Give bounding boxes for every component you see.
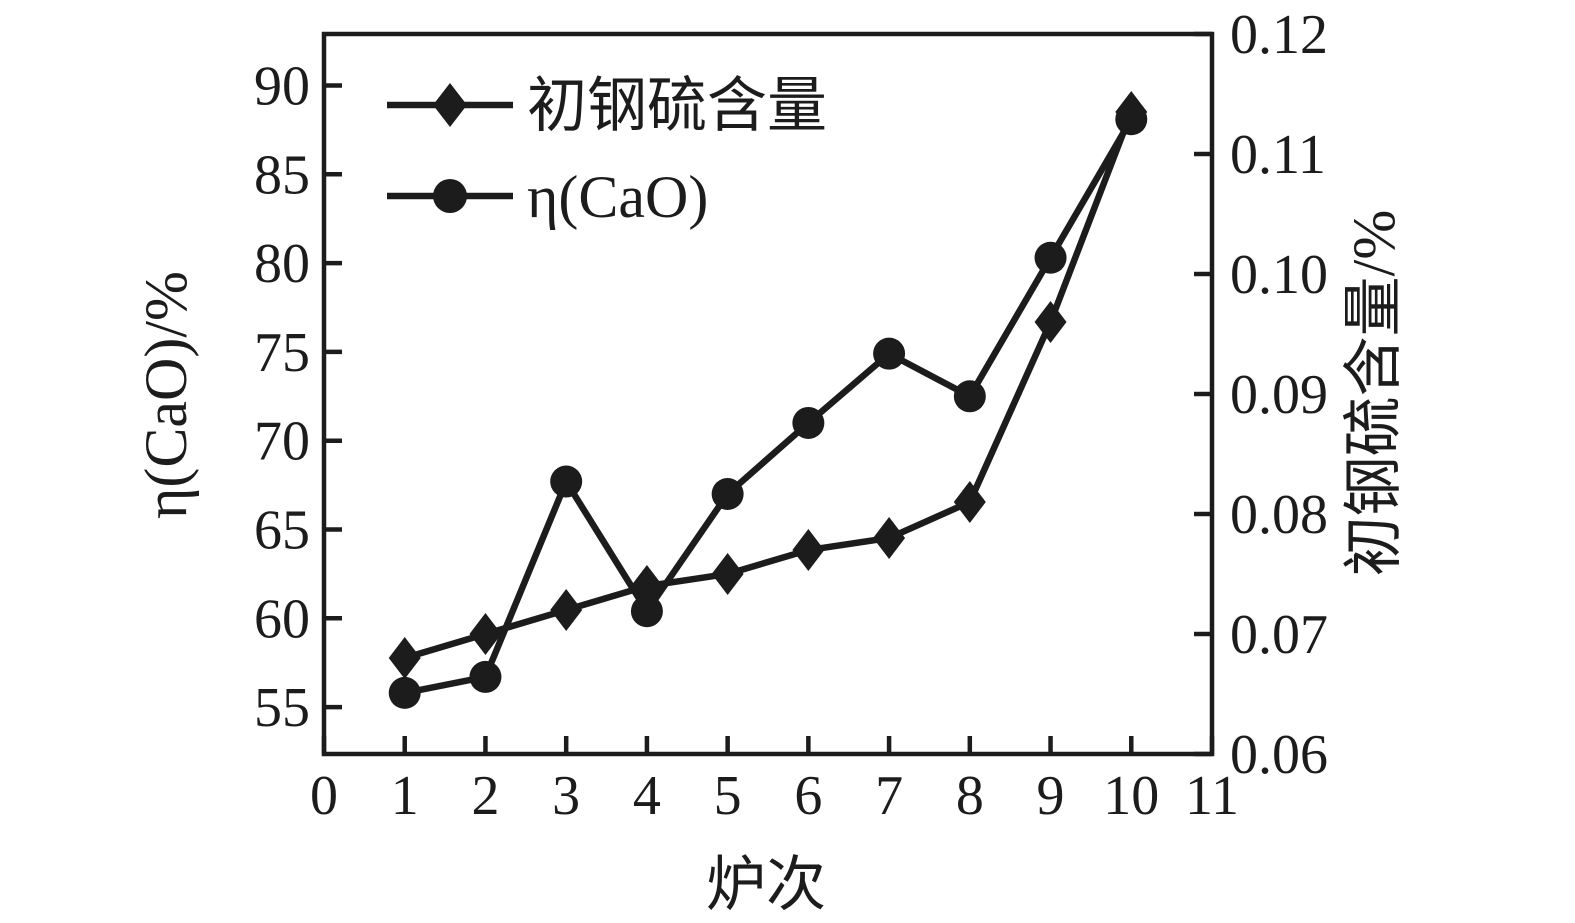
x-tick-label: 2 <box>471 765 499 827</box>
legend-diamond-marker <box>433 83 467 127</box>
data-point-circle <box>1034 241 1067 274</box>
right-tick-label: 0.10 <box>1230 244 1328 306</box>
left-tick-label: 75 <box>254 322 310 384</box>
left-axis-title: η(CaO)/% <box>133 271 199 519</box>
data-point-diamond <box>1115 91 1148 133</box>
data-point-circle <box>630 595 663 628</box>
left-tick-label: 55 <box>254 677 310 739</box>
data-point-diamond <box>469 613 502 655</box>
data-point-diamond <box>711 553 744 595</box>
x-tick-label: 0 <box>310 765 338 827</box>
data-point-diamond <box>792 529 825 571</box>
x-tick-label: 7 <box>875 765 903 827</box>
data-point-circle <box>469 660 502 693</box>
right-tick-label: 0.06 <box>1230 724 1328 786</box>
legend-label-sulfur: 初钢硫含量 <box>527 73 827 139</box>
right-tick-label: 0.09 <box>1230 364 1328 426</box>
x-tick-label: 3 <box>552 765 580 827</box>
left-tick-label: 80 <box>254 233 310 295</box>
axis-ticks: 55606570758085900.060.070.080.090.100.11… <box>254 4 1328 827</box>
left-tick-label: 85 <box>254 144 310 206</box>
legend: 初钢硫含量 η(CaO) <box>387 73 827 230</box>
plot-border <box>321 31 1215 757</box>
left-tick-label: 90 <box>254 56 310 118</box>
x-tick-label: 1 <box>391 765 419 827</box>
data-point-diamond <box>630 565 663 607</box>
data-point-circle <box>550 465 583 498</box>
right-tick-label: 0.12 <box>1230 4 1328 66</box>
data-point-circle <box>388 676 421 709</box>
data-point-diamond <box>953 481 986 523</box>
data-point-circle <box>711 477 744 510</box>
data-point-circle <box>792 406 825 439</box>
legend-circle-marker <box>433 179 467 213</box>
legend-label-cao: η(CaO) <box>527 164 708 230</box>
right-tick-label: 0.11 <box>1230 124 1326 186</box>
x-tick-label: 4 <box>633 765 661 827</box>
x-axis-title: 炉次 <box>706 852 826 918</box>
x-tick-label: 10 <box>1103 765 1159 827</box>
x-tick-label: 6 <box>794 765 822 827</box>
right-tick-label: 0.08 <box>1230 484 1328 546</box>
x-tick-label: 9 <box>1037 765 1065 827</box>
left-tick-label: 65 <box>254 500 310 562</box>
x-tick-label: 11 <box>1185 765 1239 827</box>
series-layer <box>388 91 1148 709</box>
data-point-diamond <box>388 637 421 679</box>
left-tick-label: 60 <box>254 588 310 650</box>
data-point-diamond <box>873 517 906 559</box>
data-point-circle <box>873 337 906 370</box>
x-tick-label: 8 <box>956 765 984 827</box>
data-point-diamond <box>1034 301 1067 343</box>
left-tick-label: 70 <box>254 411 310 473</box>
data-point-diamond <box>550 589 583 631</box>
right-tick-label: 0.07 <box>1230 604 1328 666</box>
x-tick-label: 5 <box>714 765 742 827</box>
series-line-diamond <box>403 110 1135 662</box>
series-line-circle <box>404 117 1135 697</box>
right-axis-title: 初钢硫含量/% <box>1341 210 1407 577</box>
data-point-circle <box>953 380 986 413</box>
